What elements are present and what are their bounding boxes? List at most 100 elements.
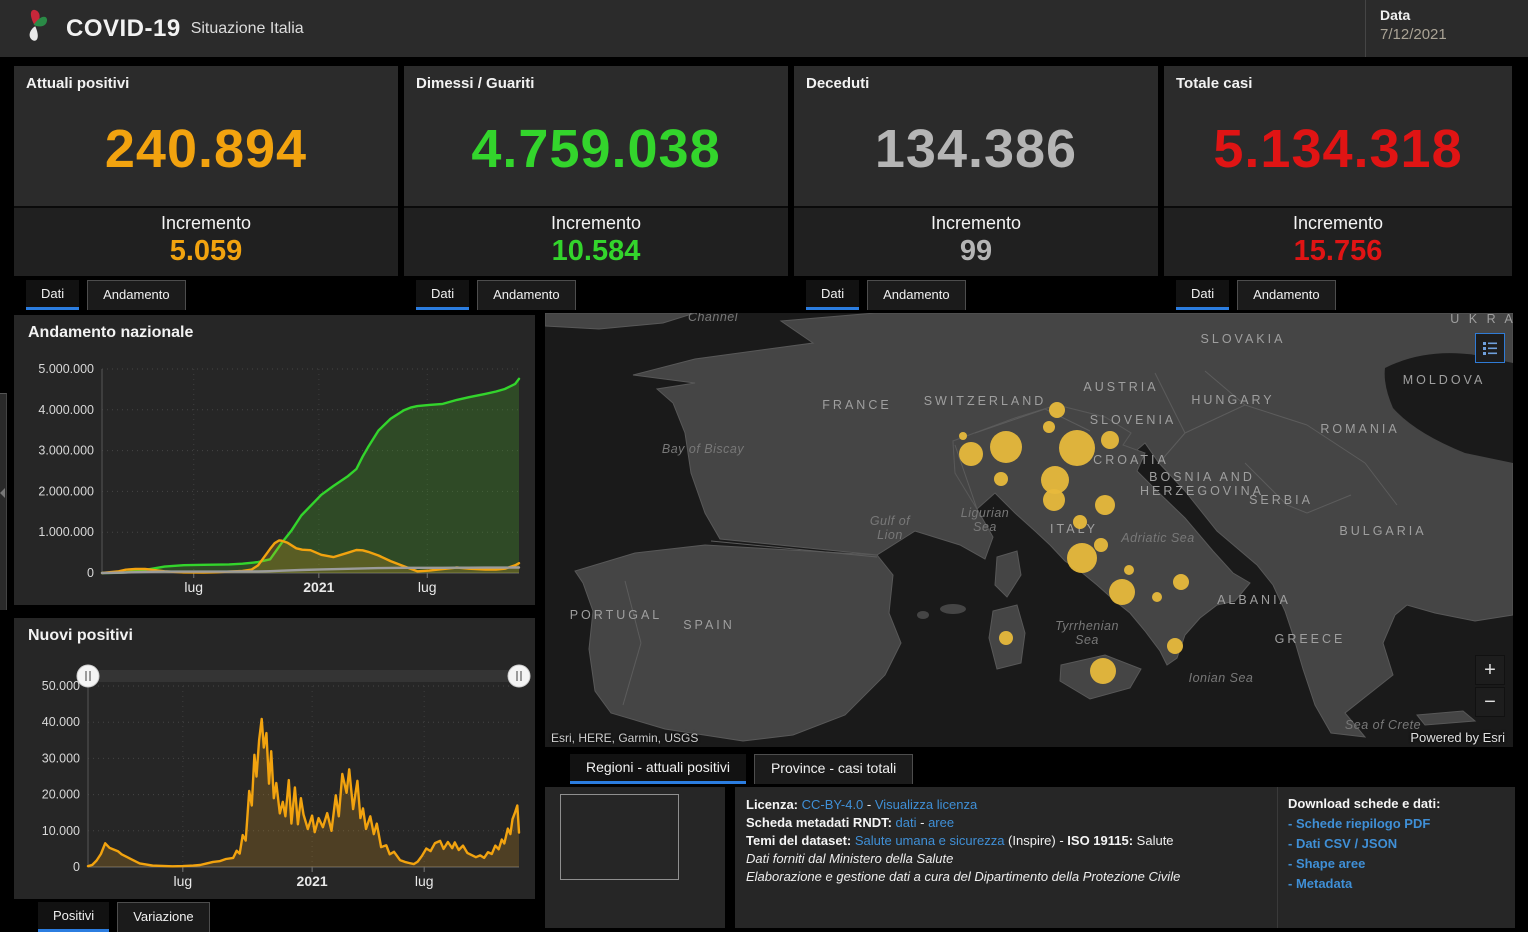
svg-text:2021: 2021 [303,579,334,595]
zoom-in-button[interactable]: + [1475,655,1505,685]
region-bubble-8[interactable] [1041,466,1069,494]
svg-text:3.000.000: 3.000.000 [38,444,94,458]
country-label-slovenia: SLOVENIA [1090,413,1177,427]
region-bubble-1[interactable] [959,442,983,466]
increment-label: Incremento [550,213,642,233]
tab-dati[interactable]: Dati [26,280,80,310]
info-text: Elaborazione e gestione dati a cura del … [746,869,1181,884]
tab-andamento[interactable]: Andamento [477,280,576,310]
region-bubble-13[interactable] [1067,543,1097,573]
europe-map[interactable]: FRANCE SWITZERLAND AUSTRIA SLOVAKIA U K R A M… [545,313,1513,747]
region-bubble-5[interactable] [1043,421,1055,433]
region-bubble-10[interactable] [1095,495,1115,515]
map-tab-province-casi-totali[interactable]: Province - casi totali [753,754,914,784]
stat-card-column-3: Totale casi 5.134.318 Incremento 15.756 Dati… [1164,66,1512,310]
slider-handle-left[interactable] [76,664,100,688]
andamento-nazionale-title: Andamento nazionale [28,324,194,341]
collapsed-panel-handle[interactable] [0,393,7,610]
download-link-2[interactable]: - Shape aree [1288,856,1366,871]
license-line-4: Elaborazione e gestione dati a cura del … [746,868,1267,886]
region-bubble-17[interactable] [1152,592,1162,602]
stat-card-value: 4.759.038 [471,119,721,179]
info-link[interactable]: aree [928,815,955,830]
country-label-romania: ROMANIA [1320,422,1399,436]
info-text: Licenza: [746,797,802,812]
country-label-croatia: CROATIA [1093,453,1169,467]
download-link-1[interactable]: - Dati CSV / JSON [1288,836,1398,851]
info-link[interactable]: Salute umana e sicurezza [854,833,1005,848]
region-bubble-2[interactable] [990,431,1022,463]
stat-card: Totale casi 5.134.318 Incremento 15.756 [1164,66,1512,276]
info-text: Salute [1133,833,1174,848]
country-label-albania: ALBANIA [1217,593,1291,607]
stat-card-increment: Incremento 10.584 [404,206,788,276]
increment-label: Incremento [930,213,1022,233]
region-bubble-7[interactable] [1101,431,1119,449]
map-panel[interactable]: FRANCE SWITZERLAND AUSTRIA SLOVAKIA U K R A M… [545,313,1513,747]
stat-card-value: 134.386 [874,119,1078,179]
app-title: COVID-19 [66,14,181,42]
region-bubble-4[interactable] [1049,402,1065,418]
svg-text:2021: 2021 [297,873,328,889]
tab-andamento[interactable]: Andamento [1237,280,1336,310]
stat-card-tabs: Dati Andamento [26,280,398,310]
zoom-out-button[interactable]: − [1475,687,1505,717]
stat-card: Attuali positivi 240.894 Incremento 5.059 [14,66,398,276]
info-link[interactable]: dati [895,815,917,830]
legend-button[interactable] [1475,333,1505,363]
stat-card-increment: Incremento 99 [794,206,1158,276]
app-subtitle: Situazione Italia [190,19,304,37]
increment-value: 15.756 [1293,235,1383,267]
stat-cards-row: Attuali positivi 240.894 Incremento 5.059 Da… [14,66,1512,310]
svg-text:10.000: 10.000 [42,824,80,838]
stat-card-title: Dimessi / Guariti [416,75,535,92]
date-block: Data 7/12/2021 [1365,0,1528,57]
download-title: Download schede e dati: [1288,796,1441,811]
tab-andamento[interactable]: Andamento [87,280,186,310]
svg-text:30.000: 30.000 [42,751,80,765]
stat-card-title: Totale casi [1176,75,1253,92]
country-label-moldova: MOLDOVA [1403,373,1486,387]
region-bubble-16[interactable] [1173,574,1189,590]
region-bubble-18[interactable] [1167,638,1183,654]
tab-dati[interactable]: Dati [1176,280,1230,310]
powered-by-esri: Powered by Esri [1410,730,1505,745]
region-bubble-11[interactable] [1073,515,1087,529]
region-bubble-3[interactable] [994,472,1008,486]
info-link[interactable]: Visualizza licenza [874,797,978,812]
region-bubble-15[interactable] [1109,579,1135,605]
license-line-3: Dati forniti dal Ministero della Salute [746,850,1267,868]
stat-card-title: Deceduti [806,75,870,92]
map-tab-regioni-attuali-positivi[interactable]: Regioni - attuali positivi [570,754,746,784]
map-attribution: Esri, HERE, Garmin, USGS [551,731,699,745]
country-label-u-k-r-a: U K R A [1450,313,1513,326]
increment-value: 5.059 [169,235,243,267]
tab-andamento[interactable]: Andamento [867,280,966,310]
tab-dati[interactable]: Dati [806,280,860,310]
svg-text:lug: lug [418,579,437,595]
tab-variazione[interactable]: Variazione [117,902,210,932]
info-text: Temi del dataset: [746,833,855,848]
country-label-austria: AUSTRIA [1083,380,1158,394]
app-header: COVID-19 Situazione Italia Data 7/12/202… [0,0,1528,57]
country-label-bosnia-and: BOSNIA AND HERZEGOVINA [1140,470,1264,498]
region-bubble-12[interactable] [1094,538,1108,552]
download-link-0[interactable]: - Schede riepilogo PDF [1288,816,1431,831]
svg-text:lug: lug [184,579,203,595]
region-bubble-20[interactable] [999,631,1013,645]
region-bubble-9[interactable] [1043,489,1065,511]
slider-handle-right[interactable] [507,664,531,688]
svg-text:2.000.000: 2.000.000 [38,484,94,498]
sea-label-gulf-of: Gulf of Lion [870,514,911,542]
info-link[interactable]: CC-BY-4.0 [801,797,864,812]
tab-dati[interactable]: Dati [416,280,470,310]
svg-text:0: 0 [73,860,80,874]
increment-label: Incremento [1292,213,1384,233]
region-bubble-6[interactable] [1059,430,1095,466]
region-bubble-14[interactable] [1124,565,1134,575]
region-bubble-19[interactable] [1090,658,1116,684]
region-bubble-0[interactable] [959,432,967,440]
download-link-3[interactable]: - Metadata [1288,876,1353,891]
sea-label-channel: Channel [688,313,739,324]
time-range-slider-track[interactable] [88,670,519,682]
